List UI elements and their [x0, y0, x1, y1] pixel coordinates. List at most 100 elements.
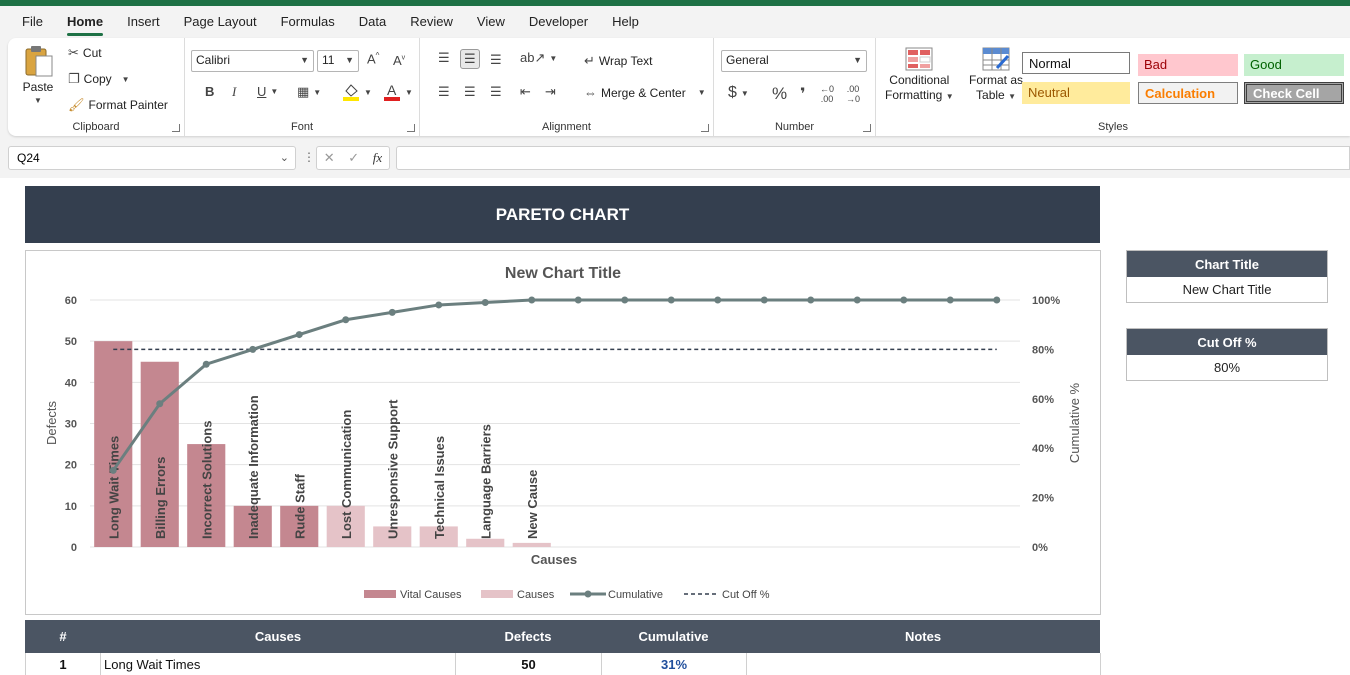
decrease-indent-button[interactable]: ⇤ — [520, 84, 531, 100]
underline-button[interactable]: U ▼ — [257, 84, 278, 99]
font-group-label: Font — [290, 121, 313, 133]
dialog-launcher-icon[interactable] — [172, 124, 180, 132]
dialog-launcher-icon[interactable] — [407, 124, 415, 132]
cancel-icon[interactable]: ✕ — [323, 150, 335, 165]
tab-developer[interactable]: Developer — [528, 14, 589, 29]
format-as-table-button[interactable]: Format as Table ▼ — [969, 46, 1023, 102]
cumulative-point — [946, 296, 954, 304]
enter-icon[interactable]: ✓ — [348, 150, 360, 165]
wrap-text-label: Wrap Text — [598, 54, 653, 68]
y2-tick-label: 100% — [1032, 295, 1060, 307]
tab-data[interactable]: Data — [358, 14, 387, 29]
y2-tick-label: 40% — [1032, 443, 1054, 455]
align-center-icon: ☰ — [464, 84, 476, 99]
increase-indent-button[interactable]: ⇥ — [545, 84, 556, 100]
align-middle-icon: ☰ — [464, 51, 476, 66]
chart-title-setting-label: Chart Title — [1127, 251, 1327, 277]
formula-input[interactable] — [396, 146, 1350, 170]
menu-bar: File Home Insert Page Layout Formulas Da… — [0, 6, 1350, 38]
cutoff-input[interactable]: 80% — [1127, 355, 1327, 380]
align-bottom-button[interactable]: ☰ — [490, 52, 502, 68]
font-size-value: 11 — [322, 53, 335, 67]
tab-page-layout[interactable]: Page Layout — [183, 14, 257, 29]
comma-button[interactable]: ❜ — [800, 84, 806, 104]
borders-button[interactable]: ▦ ▼ — [297, 84, 321, 100]
italic-button[interactable]: I — [232, 84, 236, 100]
tab-view[interactable]: View — [476, 14, 505, 29]
font-name-select[interactable]: Calibri ▼ — [191, 50, 314, 72]
decrease-decimal-icon: .00 →0 — [846, 84, 861, 104]
decrease-font-button[interactable]: Av — [393, 53, 405, 68]
more-options-icon[interactable]: ⋮ — [303, 150, 315, 164]
percent-button[interactable]: % — [772, 84, 787, 104]
chart-title-input[interactable]: New Chart Title — [1127, 277, 1327, 302]
format-painter-button[interactable]: 🖌 Format Painter — [68, 97, 168, 113]
bold-button[interactable]: B — [205, 84, 214, 99]
insert-function-icon[interactable]: fx — [372, 150, 383, 165]
orientation-button[interactable]: ab↗ ▼ — [520, 50, 557, 66]
merge-center-button[interactable]: ⇔ Merge & Center ▼ — [584, 85, 706, 100]
conditional-formatting-label-2: Formatting — [885, 88, 943, 102]
pareto-chart[interactable]: Long Wait Times Billing Errors Incorrect S… — [25, 250, 1101, 615]
legend-cumulative: Cumulative — [608, 589, 663, 601]
name-box[interactable]: Q24 ⌄ — [8, 146, 296, 170]
tab-review[interactable]: Review — [410, 14, 453, 29]
fill-color-button[interactable]: ▼ — [342, 82, 372, 102]
style-check-cell[interactable]: Check Cell — [1244, 82, 1344, 104]
number-format-select[interactable]: General ▼ — [721, 50, 867, 72]
align-middle-button[interactable]: ☰ — [460, 49, 480, 69]
tab-help[interactable]: Help — [612, 14, 639, 29]
column-header-number: # — [59, 629, 67, 644]
conditional-formatting-button[interactable]: Conditional Formatting ▼ — [885, 46, 954, 102]
style-normal[interactable]: Normal — [1022, 52, 1130, 74]
currency-icon: $ — [728, 84, 737, 101]
currency-button[interactable]: $ ▼ — [728, 84, 749, 102]
increase-decimal-button[interactable]: ←0.00 — [820, 84, 834, 104]
bar — [326, 505, 365, 547]
paste-button[interactable]: Paste ▼ — [22, 44, 54, 105]
cumulative-point — [714, 296, 722, 304]
wrap-text-button[interactable]: ↵ Wrap Text — [584, 53, 652, 69]
tab-file[interactable]: File — [22, 14, 43, 29]
bar — [419, 526, 458, 547]
style-bad[interactable]: Bad — [1138, 54, 1238, 76]
brush-icon: 🖌 — [68, 97, 85, 112]
chevron-down-icon: ▼ — [945, 92, 954, 101]
tab-formulas[interactable]: Formulas — [280, 14, 335, 29]
number-group-label: Number — [774, 121, 815, 133]
chart-y-axis-label: Defects — [44, 400, 59, 445]
align-top-icon: ☰ — [438, 50, 450, 65]
tab-home[interactable]: Home — [59, 7, 111, 37]
dialog-launcher-icon[interactable] — [701, 124, 709, 132]
cell-cumulative[interactable]: 31% — [602, 653, 747, 675]
alignment-group: ☰ ☰ ☰ ab↗ ▼ ☰ ☰ ☰ ⇤ ⇥ ↵ Wrap Text ⇔ Merge… — [420, 38, 714, 136]
chart-title-setting: Chart Title New Chart Title — [1126, 250, 1328, 303]
cell-defects[interactable]: 50 — [456, 653, 602, 675]
chart-y-ticks: 0 10 20 30 40 50 60 — [65, 295, 77, 554]
align-center-button[interactable]: ☰ — [464, 84, 476, 100]
style-good[interactable]: Good — [1244, 54, 1344, 76]
align-left-button[interactable]: ☰ — [438, 84, 450, 100]
align-right-button[interactable]: ☰ — [490, 84, 502, 100]
align-top-button[interactable]: ☰ — [438, 50, 450, 66]
bar — [280, 505, 319, 547]
decrease-decimal-button[interactable]: .00 →0 — [846, 84, 860, 104]
cell-number[interactable]: 1 — [26, 653, 101, 675]
dialog-launcher-icon[interactable] — [863, 124, 871, 132]
ribbon: Paste ▼ ✂ Cut ❐ Copy ▼ 🖌 Format Painter … — [8, 38, 1350, 136]
style-neutral[interactable]: Neutral — [1022, 82, 1130, 104]
cumulative-point — [621, 296, 629, 304]
cut-button[interactable]: ✂ Cut — [68, 45, 102, 61]
cell-cause[interactable]: Long Wait Times — [101, 653, 456, 675]
chart-x-axis-label: Causes — [531, 552, 577, 567]
font-color-button[interactable]: A ▼ — [383, 82, 413, 102]
font-size-select[interactable]: 11 ▼ — [317, 50, 359, 72]
increase-font-button[interactable]: A^ — [367, 51, 379, 66]
copy-button[interactable]: ❐ Copy ▼ — [68, 71, 130, 87]
cumulative-point — [109, 466, 117, 474]
tab-insert[interactable]: Insert — [127, 14, 160, 29]
style-calculation[interactable]: Calculation — [1138, 82, 1238, 104]
font-color-icon: A — [384, 82, 400, 101]
chart-y2-ticks: 0% 20% 40% 60% 80% 100% — [1032, 295, 1060, 554]
cell-notes[interactable] — [747, 653, 1101, 675]
